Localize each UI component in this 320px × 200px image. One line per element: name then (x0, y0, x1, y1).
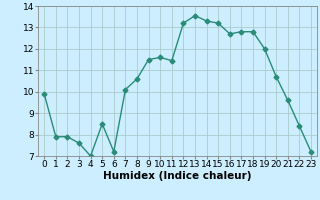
X-axis label: Humidex (Indice chaleur): Humidex (Indice chaleur) (103, 171, 252, 181)
